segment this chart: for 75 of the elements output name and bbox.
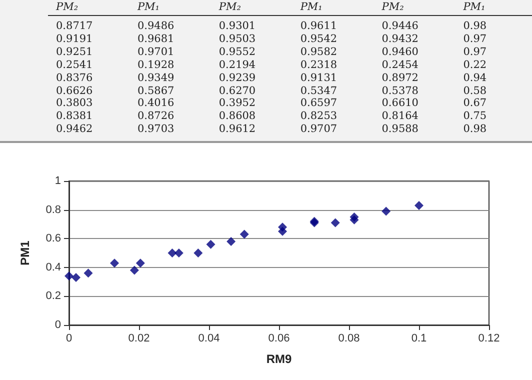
text: 0.6626 bbox=[55, 84, 94, 98]
text: 0.9191 bbox=[55, 32, 94, 46]
text: 0.9460 bbox=[380, 46, 420, 59]
text: 0.6270 bbox=[218, 84, 257, 98]
text: 0.9588 bbox=[380, 123, 420, 136]
text: 0.3803 bbox=[55, 97, 94, 110]
text: 0.8164 bbox=[380, 110, 420, 124]
text: 0.67 bbox=[462, 97, 488, 110]
text: 0.2194 bbox=[218, 58, 257, 72]
x-tick-label: 0.08 bbox=[338, 332, 360, 344]
text: 0.5867 bbox=[136, 84, 176, 98]
text: 0.5378 bbox=[380, 84, 420, 98]
text: 0.9503 bbox=[218, 32, 257, 46]
text: 0.3952 bbox=[218, 97, 257, 110]
text: 0.8376 bbox=[55, 72, 94, 85]
category-label: PM₁ bbox=[455, 0, 532, 16]
text: 0.97 bbox=[462, 32, 488, 46]
text: 0.9707 bbox=[299, 123, 338, 136]
text: 0.2318 bbox=[299, 58, 338, 72]
category-label: PM₂ bbox=[48, 0, 130, 16]
y-tick-label: 0.2 bbox=[46, 290, 61, 302]
text: 0.6610 bbox=[380, 97, 420, 110]
text: 0.98 bbox=[462, 19, 488, 33]
text: 0.8253 bbox=[299, 110, 338, 124]
text: 0.6597 bbox=[299, 97, 338, 110]
text: 0.9552 bbox=[218, 46, 257, 59]
text: 0.9612 bbox=[218, 123, 257, 136]
category-label: PM₂ bbox=[374, 0, 456, 16]
text: 0.9301 bbox=[218, 19, 257, 33]
text: 0.2541 bbox=[55, 58, 94, 72]
x-axis-title: RM9 bbox=[266, 352, 292, 366]
text: 0.9131 bbox=[299, 72, 338, 85]
text: 0.8972 bbox=[380, 72, 420, 85]
text: 0.4016 bbox=[136, 97, 176, 110]
text: 0.9239 bbox=[218, 72, 257, 85]
text: 0.97 bbox=[462, 46, 488, 59]
text: 0.22 bbox=[462, 58, 488, 72]
text: 0.8717 bbox=[55, 19, 94, 33]
x-tick-label: 0.06 bbox=[268, 332, 290, 344]
text: 0.75 bbox=[462, 110, 488, 124]
text: 0.9542 bbox=[299, 32, 338, 46]
category-label: PM₁ bbox=[292, 0, 374, 16]
text: 0.58 bbox=[462, 84, 488, 98]
y-tick-label: 0.8 bbox=[46, 204, 61, 216]
text: 0.9349 bbox=[136, 72, 176, 85]
text: 0.1928 bbox=[136, 58, 176, 72]
text: 0.9701 bbox=[136, 46, 176, 59]
category-label: PM₁ bbox=[129, 0, 211, 16]
x-tick-label: 0.12 bbox=[478, 332, 500, 344]
x-tick-label: 0.02 bbox=[128, 332, 150, 344]
y-tick-label: 0 bbox=[54, 319, 61, 331]
text: 0.9251 bbox=[55, 46, 94, 59]
x-tick-label: 0.1 bbox=[411, 332, 427, 344]
text: 0.8608 bbox=[218, 110, 257, 124]
text: 0.9582 bbox=[299, 46, 338, 59]
text: 0.9486 bbox=[136, 19, 176, 33]
text: 0.9462 bbox=[55, 123, 94, 136]
text: 0.8381 bbox=[55, 110, 94, 124]
y-tick-label: 0.6 bbox=[46, 232, 61, 245]
text: 0.2454 bbox=[380, 58, 420, 72]
text: 0.9611 bbox=[299, 19, 338, 33]
text: 0.98 bbox=[462, 123, 488, 136]
y-axis-title: PM1 bbox=[18, 240, 32, 266]
text: 0.9703 bbox=[136, 123, 176, 136]
y-tick-label: 1 bbox=[54, 175, 61, 187]
text: 0.9446 bbox=[380, 19, 420, 33]
y-tick-label: 0.4 bbox=[46, 261, 61, 274]
text: 0.9432 bbox=[380, 32, 420, 46]
x-tick-label: 0.04 bbox=[198, 332, 220, 344]
text: 0.5347 bbox=[299, 84, 338, 98]
text: 0.8726 bbox=[136, 110, 176, 124]
category-label: PM₂ bbox=[210, 0, 292, 16]
text: 0.9681 bbox=[136, 32, 176, 46]
x-tick-label: 0 bbox=[66, 332, 72, 344]
text: 0.94 bbox=[462, 72, 488, 85]
